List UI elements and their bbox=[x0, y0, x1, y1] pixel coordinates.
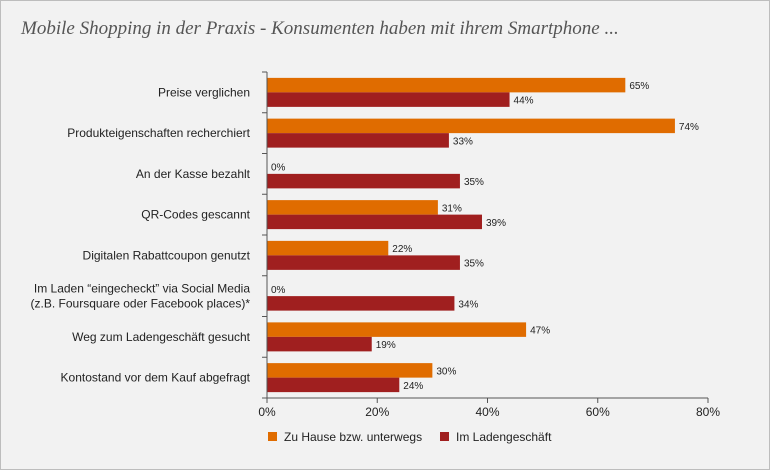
x-tick-label: 60% bbox=[586, 405, 610, 419]
category-label: QR-Codes gescannt bbox=[141, 208, 250, 222]
legend-label: Im Ladengeschäft bbox=[456, 430, 552, 444]
chart-title: Mobile Shopping in der Praxis - Konsumen… bbox=[21, 18, 619, 39]
category-label: An der Kasse bezahlt bbox=[136, 167, 251, 181]
legend-swatch bbox=[268, 432, 277, 441]
data-label: 35% bbox=[464, 259, 484, 270]
data-label: 19% bbox=[376, 340, 396, 351]
bar-series-2 bbox=[267, 214, 482, 230]
data-label: 33% bbox=[453, 136, 473, 147]
bar-series-2 bbox=[267, 133, 449, 148]
bar-series-1 bbox=[267, 240, 389, 256]
data-label: 39% bbox=[486, 218, 506, 229]
x-tick-label: 0% bbox=[258, 405, 276, 419]
category-label: Weg zum Ladengeschäft gesucht bbox=[72, 330, 251, 344]
category-label: (z.B. Foursquare oder Facebook places)* bbox=[31, 297, 251, 311]
data-label: 74% bbox=[679, 122, 699, 133]
legend-swatch bbox=[440, 432, 449, 441]
category-label: Preise verglichen bbox=[158, 85, 250, 99]
category-label: Produkteigenschaften recherchiert bbox=[67, 126, 250, 140]
data-label: 35% bbox=[464, 177, 484, 188]
data-label: 47% bbox=[530, 326, 550, 337]
bar-series-2 bbox=[267, 92, 510, 107]
data-label: 31% bbox=[442, 203, 462, 214]
bar-series-2 bbox=[267, 377, 400, 393]
legend-label: Zu Hause bzw. unterwegs bbox=[284, 430, 422, 444]
bar-series-1 bbox=[267, 77, 626, 93]
x-tick-label: 80% bbox=[696, 405, 720, 419]
data-label: 24% bbox=[403, 381, 423, 392]
bar-series-2 bbox=[267, 255, 460, 270]
data-label: 65% bbox=[629, 81, 649, 92]
data-label: 30% bbox=[436, 366, 456, 377]
data-label: 34% bbox=[458, 299, 478, 310]
bar-series-1 bbox=[267, 200, 438, 215]
category-label: Im Laden “eingecheckt” via Social Media bbox=[34, 282, 250, 296]
data-label: 0% bbox=[271, 163, 286, 174]
data-label: 22% bbox=[392, 244, 412, 255]
category-label: Digitalen Rabattcoupon genutzt bbox=[83, 248, 251, 262]
bar-series-2 bbox=[267, 173, 460, 189]
x-tick-label: 40% bbox=[475, 405, 499, 419]
bar-series-2 bbox=[267, 296, 455, 311]
bar-series-1 bbox=[267, 322, 527, 337]
bar-series-1 bbox=[267, 363, 433, 378]
data-label: 44% bbox=[514, 96, 534, 107]
x-tick-label: 20% bbox=[365, 405, 389, 419]
bar-series-1 bbox=[267, 118, 675, 134]
data-label: 0% bbox=[271, 285, 286, 296]
bar-series-2 bbox=[267, 336, 372, 352]
category-label: Kontostand vor dem Kauf abgefragt bbox=[61, 371, 251, 385]
